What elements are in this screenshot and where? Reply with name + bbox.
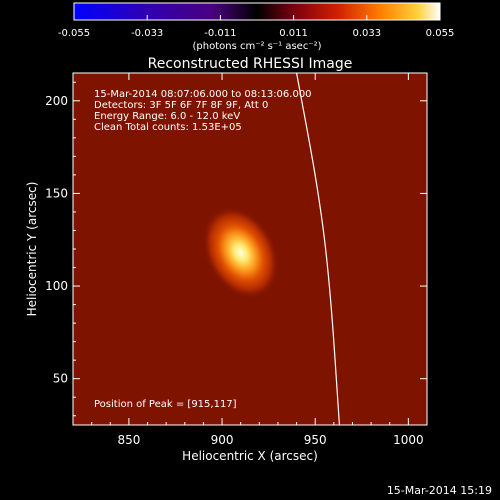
x-axis-ticks <box>91 73 428 425</box>
x-axis-label: Heliocentric X (arcsec) <box>182 449 318 463</box>
y-axis-tick-labels: 50 100 150 200 <box>45 94 68 386</box>
annotation-line-3: Energy Range: 6.0 - 12.0 keV <box>94 111 240 122</box>
colorbar-ticks <box>73 15 441 20</box>
colorbar-units-label: (photons cm⁻² s⁻¹ asec⁻²) <box>192 41 321 52</box>
x-tick-label-3: 1000 <box>393 433 424 447</box>
solar-limb <box>295 73 341 425</box>
annotation-line-1: 15-Mar-2014 08:07:06.000 to 08:13:06.000 <box>94 89 312 100</box>
chart-title: Reconstructed RHESSI Image <box>148 56 353 72</box>
y-tick-label-0: 50 <box>53 372 68 386</box>
y-axis-ticks <box>73 81 427 417</box>
colorbar-tick-label-1: -0.033 <box>131 28 163 39</box>
annotation-line-4: Clean Total counts: 1.53E+05 <box>94 122 242 133</box>
colorbar <box>73 2 441 21</box>
y-tick-label-2: 150 <box>45 186 68 200</box>
colorbar-tick-label-3: 0.011 <box>279 28 308 39</box>
x-tick-label-1: 900 <box>211 433 234 447</box>
x-axis-tick-labels: 850 900 950 1000 <box>117 433 423 447</box>
colorbar-tick-label-4: 0.033 <box>352 28 381 39</box>
flare-source <box>203 207 279 298</box>
peak-position-label: Position of Peak = [915,117] <box>94 399 237 410</box>
colorbar-tick-label-0: -0.055 <box>58 28 90 39</box>
colorbar-tick-label-5: 0.055 <box>426 28 455 39</box>
y-tick-label-3: 200 <box>45 94 68 108</box>
x-tick-label-0: 850 <box>117 433 140 447</box>
footer-timestamp: 15-Mar-2014 15:19 <box>386 484 492 497</box>
x-tick-label-2: 950 <box>304 433 327 447</box>
colorbar-tick-labels: -0.055 -0.033 -0.011 0.011 0.033 0.055 <box>58 28 454 39</box>
y-tick-label-1: 100 <box>45 279 68 293</box>
annotation-line-2: Detectors: 3F 5F 6F 7F 8F 9F, Att 0 <box>94 100 268 111</box>
colorbar-tick-label-2: -0.011 <box>204 28 236 39</box>
y-axis-label: Heliocentric Y (arcsec) <box>25 182 39 317</box>
